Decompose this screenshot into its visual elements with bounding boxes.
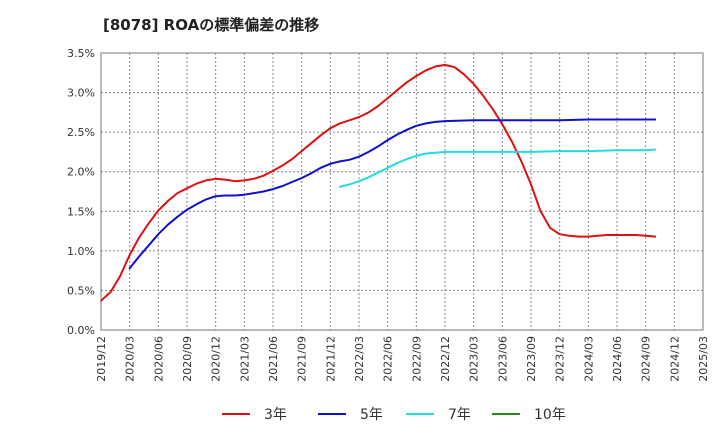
series-line-3 [338,148,657,188]
y-tick-label: 0.0% [67,324,95,337]
y-tick-label: 1.5% [67,205,95,218]
x-tick-label: 2021/09 [296,336,309,382]
y-tick-label: 3.0% [67,87,95,100]
grid [100,52,704,331]
x-axis-tick-labels: 2019/12 2020/03 2020/06 2020/09 2020/12 2021/… [95,336,710,382]
x-tick-label: 2021/12 [324,336,337,382]
x-tick-label: 2022/06 [382,336,395,382]
x-tick-label: 2024/09 [640,336,653,382]
x-tick-label: 2023/06 [496,336,509,382]
legend-label-4: 10年 [534,407,566,423]
series-line-1 [100,63,657,302]
x-tick-label: 2019/12 [95,336,108,382]
x-tick-label: 2021/06 [267,336,280,382]
x-tick-label: 2020/03 [124,336,137,382]
x-tick-label: 2020/12 [210,336,223,382]
plot-frame [100,52,704,331]
x-tick-label: 2022/03 [353,336,366,382]
series-line-2 [128,118,657,270]
legend: 3年 5年 7年 10年 [222,407,566,423]
y-tick-label: 0.5% [67,284,95,297]
x-tick-label: 2025/03 [697,336,710,382]
x-tick-label: 2024/06 [611,336,624,382]
x-tick-label: 2022/12 [439,336,452,382]
legend-label-3: 7年 [448,407,471,423]
series-lines [100,63,657,302]
x-tick-label: 2023/12 [554,336,567,382]
x-tick-label: 2023/09 [525,336,538,382]
x-tick-label: 2022/09 [410,336,423,382]
x-tick-label: 2020/06 [152,336,165,382]
x-tick-label: 2021/03 [238,336,251,382]
x-tick-label: 2023/03 [468,336,481,382]
legend-label-2: 5年 [360,407,383,423]
y-axis-tick-labels: 0.0% 0.5% 1.0% 1.5% 2.0% 2.5% 3.0% 3.5% [67,47,95,337]
y-tick-label: 2.5% [67,126,95,139]
y-tick-label: 3.5% [67,47,95,60]
legend-label-1: 3年 [264,407,287,423]
y-tick-label: 1.0% [67,245,95,258]
y-tick-label: 2.0% [67,166,95,179]
chart-title: [8078] ROAの標準偏差の推移 [103,16,319,34]
x-tick-label: 2020/09 [181,336,194,382]
x-tick-label: 2024/03 [582,336,595,382]
x-tick-label: 2024/12 [668,336,681,382]
